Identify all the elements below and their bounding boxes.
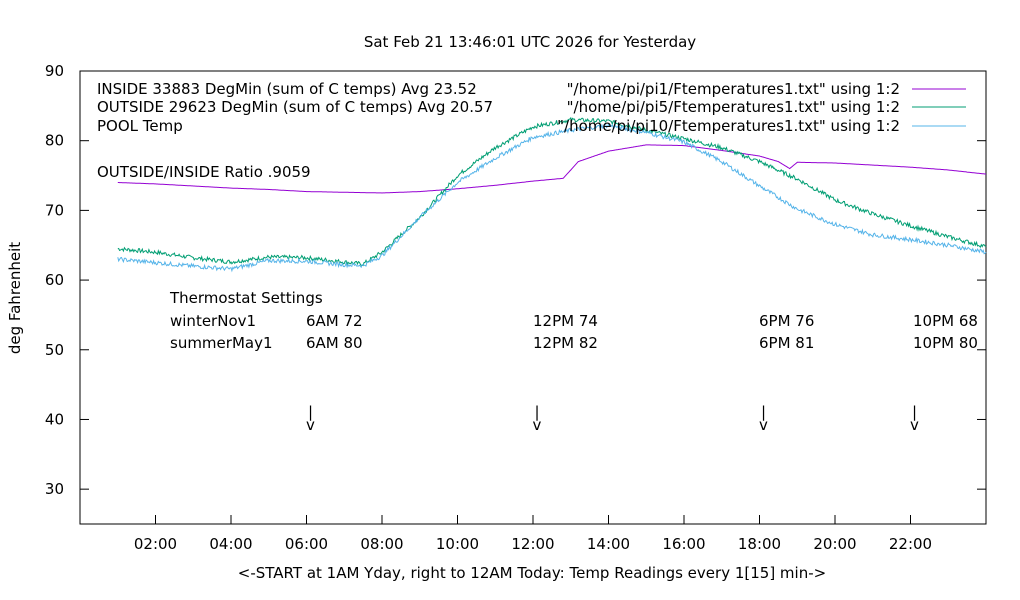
- thermostat-row-name-2: summerMay1: [170, 334, 273, 352]
- x-tick-label: 02:00: [134, 535, 177, 553]
- summer-setting-6am: 6AM 80: [306, 334, 363, 352]
- x-tick-label: 04:00: [209, 535, 252, 553]
- thermostat-arrow-head: v: [910, 416, 919, 434]
- x-tick-label: 20:00: [813, 535, 856, 553]
- y-tick-label: 40: [45, 410, 64, 428]
- thermostat-arrow-stem: |: [534, 403, 539, 421]
- thermostat-arrow-stem: |: [761, 403, 766, 421]
- y-tick-label: 80: [45, 132, 64, 150]
- winter-setting-6pm: 6PM 76: [759, 312, 814, 330]
- x-tick-label: 10:00: [436, 535, 479, 553]
- series-line-3: [117, 123, 987, 273]
- thermostat-arrow-head: v: [533, 416, 542, 434]
- thermostat-row-name-1: winterNov1: [170, 312, 256, 330]
- annotation-pool: POOL Temp: [97, 117, 183, 135]
- thermostat-arrow-head: v: [306, 416, 315, 434]
- x-axis: 02:00 04:00 06:00 08:00 10:00 12:00 14:00 16:00…: [134, 515, 932, 553]
- annotation-ratio: OUTSIDE/INSIDE Ratio .9059: [97, 163, 311, 181]
- x-tick-label: 12:00: [511, 535, 554, 553]
- winter-setting-10pm: 10PM 68: [913, 312, 978, 330]
- y-tick-label: 60: [45, 271, 64, 289]
- x-tick-label: 22:00: [889, 535, 932, 553]
- thermostat-arrow-stem: |: [308, 403, 313, 421]
- thermostat-arrow-stem: |: [912, 403, 917, 421]
- thermostat-arrows: |v|v|v|v: [306, 403, 919, 434]
- series-line-1: [117, 144, 987, 194]
- legend-label-series-2: "/home/pi/pi5/Ftemperatures1.txt" using …: [567, 98, 900, 116]
- y-tick-label: 30: [45, 480, 64, 498]
- summer-setting-6pm: 6PM 81: [759, 334, 814, 352]
- series-line-2: [117, 116, 987, 267]
- winter-setting-12pm: 12PM 74: [533, 312, 598, 330]
- y-axis-label: deg Fahrenheit: [6, 242, 24, 354]
- x-tick-label: 14:00: [587, 535, 630, 553]
- thermostat-title: Thermostat Settings: [169, 289, 323, 307]
- chart-title: Sat Feb 21 13:46:01 UTC 2026 for Yesterd…: [364, 33, 696, 51]
- y-tick-label: 70: [45, 201, 64, 219]
- summer-setting-12pm: 12PM 82: [533, 334, 598, 352]
- summer-setting-10pm: 10PM 80: [913, 334, 978, 352]
- y-tick-label: 50: [45, 341, 64, 359]
- annotation-inside: INSIDE 33883 DegMin (sum of C temps) Avg…: [97, 80, 477, 98]
- y-tick-label: 90: [45, 62, 64, 80]
- x-tick-label: 16:00: [662, 535, 705, 553]
- x-tick-label: 08:00: [360, 535, 403, 553]
- annotation-outside: OUTSIDE 29623 DegMin (sum of C temps) Av…: [97, 98, 493, 116]
- legend-label-series-1: "/home/pi/pi1/Ftemperatures1.txt" using …: [567, 80, 900, 98]
- x-axis-label: <-START at 1AM Yday, right to 12AM Today…: [238, 564, 826, 582]
- y-axis: 30 40 50 60 70 80 90: [45, 62, 986, 498]
- x-tick-label: 06:00: [285, 535, 328, 553]
- thermostat-arrow-head: v: [759, 416, 768, 434]
- x-tick-label: 18:00: [738, 535, 781, 553]
- winter-setting-6am: 6AM 72: [306, 312, 363, 330]
- legend-label-series-3: "/home/pi/pi10/Ftemperatures1.txt" using…: [557, 117, 900, 135]
- series-lines: [117, 116, 987, 273]
